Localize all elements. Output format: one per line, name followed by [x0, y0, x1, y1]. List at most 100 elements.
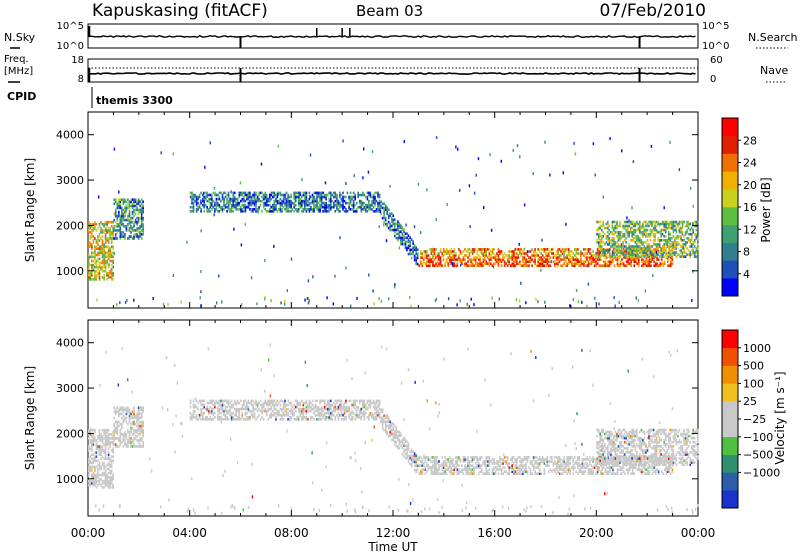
echo-cell — [672, 235, 675, 238]
echo-cell — [249, 418, 251, 421]
echo-cell — [620, 249, 623, 252]
echo-cell — [458, 470, 460, 473]
echo-cell — [130, 412, 132, 416]
echo-cell — [488, 260, 491, 263]
echo-cell — [343, 405, 346, 409]
echo-cell — [435, 264, 437, 267]
echo-cell — [301, 195, 303, 199]
echo-cell — [240, 418, 242, 421]
echo-cell — [669, 140, 671, 144]
echo-cell — [456, 262, 459, 265]
echo-cell — [252, 201, 254, 205]
echo-cell — [433, 252, 436, 255]
echo-cell — [98, 195, 100, 199]
echo-cell — [619, 262, 622, 265]
echo-cell — [497, 248, 500, 251]
echo-cell — [316, 409, 318, 413]
echo-cell — [116, 214, 119, 218]
echo-cell — [227, 201, 230, 205]
echo-cell — [452, 458, 454, 461]
echo-cell — [612, 258, 614, 261]
echo-cell — [223, 203, 225, 207]
echo-cell — [675, 255, 678, 258]
echo-cell — [98, 433, 101, 436]
echo-cell — [537, 300, 539, 304]
echo-cell — [131, 420, 134, 424]
echo-cell — [101, 235, 104, 238]
echo-cell — [525, 258, 527, 261]
echo-cell — [453, 472, 456, 475]
echo-cell — [121, 235, 123, 238]
echo-cell — [212, 205, 215, 209]
echo-cell — [680, 220, 682, 224]
echo-cell — [508, 470, 510, 473]
echo-cell — [91, 222, 93, 226]
echo-cell — [103, 430, 105, 434]
echo-cell — [211, 409, 213, 413]
echo-cell — [125, 437, 128, 440]
echo-cell — [693, 232, 696, 236]
echo-cell — [695, 235, 698, 238]
echo-cell — [139, 204, 141, 208]
echo-cell — [391, 424, 393, 428]
echo-cell — [670, 262, 672, 265]
echo-cell — [246, 195, 248, 199]
echo-cell — [365, 203, 367, 207]
echo-cell — [602, 264, 605, 267]
echo-cell — [554, 254, 556, 257]
echo-cell — [243, 199, 245, 203]
echo-cell — [541, 254, 544, 257]
echo-cell — [130, 235, 132, 238]
echo-cell — [678, 253, 681, 256]
echo-cell — [387, 434, 390, 438]
echo-cell — [107, 463, 110, 467]
echo-cell — [91, 231, 93, 234]
echo-cell — [262, 409, 265, 413]
echo-cell — [546, 258, 549, 261]
echo-cell — [497, 254, 500, 257]
echo-cell — [413, 244, 416, 247]
echo-cell — [395, 440, 398, 444]
echo-cell — [103, 222, 105, 226]
echo-cell — [516, 262, 518, 265]
echo-cell — [642, 243, 644, 246]
echo-cell — [125, 416, 128, 420]
echo-cell — [189, 399, 192, 403]
echo-cell — [89, 447, 92, 450]
echo-cell — [448, 254, 451, 257]
echo-cell — [319, 413, 321, 417]
echo-cell — [142, 204, 144, 208]
echo-cell — [95, 482, 98, 485]
echo-cell — [131, 410, 134, 414]
echo-cell — [465, 468, 468, 471]
echo-cell — [500, 260, 503, 263]
echo-cell — [95, 447, 98, 450]
echo-cell — [362, 411, 364, 415]
echo-cell — [127, 428, 129, 432]
echo-cell — [494, 462, 497, 465]
echo-cell — [477, 264, 480, 267]
echo-cell — [645, 258, 648, 261]
echo-cell — [109, 484, 111, 487]
echo-cell — [137, 235, 140, 238]
echo-cell — [497, 264, 500, 267]
echo-cell — [380, 299, 383, 303]
echo-cell — [432, 248, 434, 251]
echo-cell — [354, 413, 356, 417]
echo-cell — [599, 245, 601, 248]
echo-cell — [201, 411, 204, 415]
echo-cell — [139, 430, 141, 434]
echo-cell — [128, 437, 131, 440]
echo-cell — [92, 278, 95, 281]
echo-cell — [116, 303, 118, 307]
echo-cell — [518, 299, 521, 303]
echo-cell — [279, 399, 282, 403]
echo-cell — [657, 251, 659, 254]
echo-cell — [531, 264, 533, 267]
echo-cell — [681, 251, 684, 254]
echo-cell — [500, 252, 503, 255]
echo-cell — [213, 213, 215, 217]
echo-cell — [136, 424, 138, 428]
nave-right-tick-top: 60 — [710, 55, 723, 66]
echo-cell — [128, 433, 131, 436]
